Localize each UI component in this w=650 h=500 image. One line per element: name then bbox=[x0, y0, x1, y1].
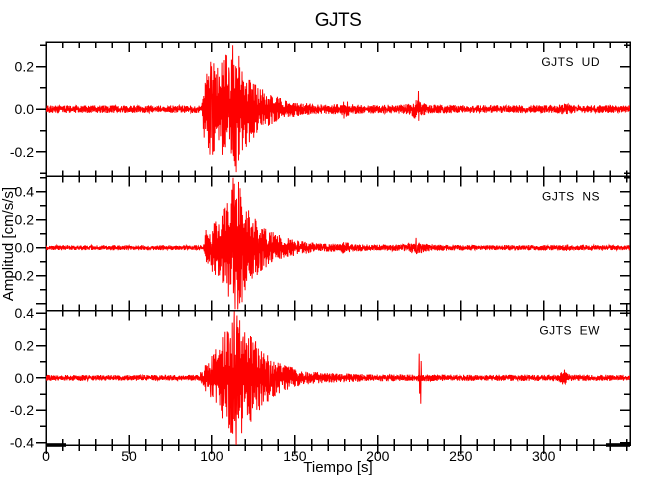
panel-ud: 0.2 0.0 -0.2 GJTS UD bbox=[10, 41, 631, 178]
trace-ud bbox=[46, 45, 630, 173]
y-tick-label: 0.0 bbox=[15, 101, 35, 117]
panel-ew: 0.4 0.2 0.0 -0.2 -0.4 GJTS EW 0 50 100 150 200 250 3… bbox=[10, 305, 631, 464]
y-tick-label: 0.2 bbox=[15, 212, 35, 228]
y-tick-label: -0.4 bbox=[10, 435, 34, 451]
y-tick-label: 0.4 bbox=[15, 305, 35, 321]
chart-title: GJTS bbox=[315, 10, 362, 31]
panel-label-ud: GJTS UD bbox=[541, 55, 600, 69]
x-tick-label: 200 bbox=[366, 448, 390, 464]
tick-marks bbox=[36, 310, 630, 454]
panel-label-ew: GJTS EW bbox=[539, 324, 600, 338]
panel-label-ns: GJTS NS bbox=[542, 189, 600, 203]
axis-endcap-right bbox=[606, 443, 630, 447]
y-tick-label: -0.2 bbox=[10, 144, 34, 160]
axis-endcap-left bbox=[46, 443, 66, 447]
panel-ns: 0.4 0.2 0.0 -0.2 GJTS NS bbox=[10, 175, 631, 312]
x-tick-label: 100 bbox=[200, 448, 224, 464]
tick-marks bbox=[36, 176, 630, 311]
x-tick-label: 250 bbox=[449, 448, 473, 464]
x-axis-label: Tiempo [s] bbox=[303, 459, 372, 476]
x-tick-label: 150 bbox=[283, 448, 307, 464]
y-tick-label: 0.4 bbox=[15, 184, 35, 200]
y-tick-label: 0.0 bbox=[15, 370, 35, 386]
trace-ns bbox=[46, 177, 630, 310]
y-tick-label: 0.2 bbox=[15, 338, 35, 354]
y-tick-label: 0.2 bbox=[15, 59, 35, 75]
tick-marks bbox=[36, 42, 630, 177]
y-tick-label: -0.2 bbox=[10, 268, 34, 284]
x-tick-label: 50 bbox=[121, 448, 137, 464]
x-tick-label: 0 bbox=[42, 448, 50, 464]
x-tick-label: 300 bbox=[532, 448, 556, 464]
y-tick-label: 0.0 bbox=[15, 240, 35, 256]
y-tick-label: -0.2 bbox=[10, 402, 34, 418]
trace-ew bbox=[46, 311, 630, 446]
y-axis-label: Amplitud [cm/s/s] bbox=[0, 187, 17, 301]
